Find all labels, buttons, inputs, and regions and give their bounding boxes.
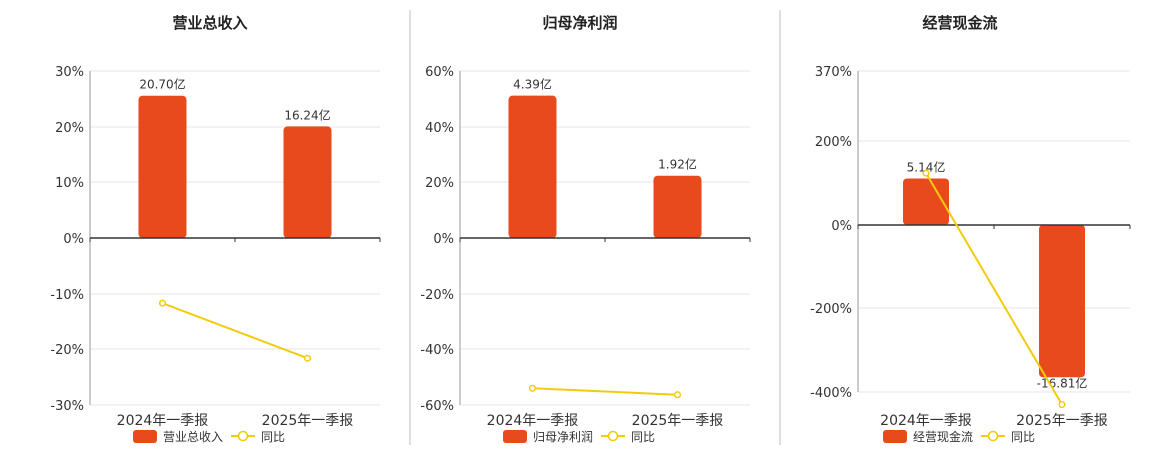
y-tick-label: 30% bbox=[55, 65, 84, 80]
legend-line-marker bbox=[237, 430, 249, 442]
y-tick-label: 200% bbox=[815, 135, 852, 150]
x-tick-label: 2025年一季报 bbox=[632, 413, 724, 429]
legend-bar-swatch bbox=[503, 430, 527, 443]
x-tick-label: 2024年一季报 bbox=[487, 413, 579, 429]
legend-line-label: 同比 bbox=[1011, 430, 1035, 444]
bar bbox=[508, 95, 557, 239]
yoy-point bbox=[673, 391, 682, 399]
y-tick-label: -10% bbox=[50, 288, 84, 303]
y-tick-label: 40% bbox=[425, 121, 454, 136]
legend-line-marker bbox=[987, 430, 999, 442]
bar-data-label: 4.39亿 bbox=[513, 77, 552, 92]
y-tick-label: 60% bbox=[425, 65, 454, 80]
y-tick-label: -20% bbox=[420, 288, 454, 303]
chart-panel-1: 营业总收入 30% 20% 10% 0% -10% -20% -30% 20.70亿 16.24亿… bbox=[50, 14, 381, 444]
chart-title: 营业总收入 bbox=[172, 14, 247, 32]
y-tick-label: -60% bbox=[420, 399, 454, 414]
y-tick-label: -40% bbox=[420, 343, 454, 358]
y-tick-label: -400% bbox=[810, 386, 852, 401]
bar bbox=[903, 178, 949, 225]
legend-bar-label: 归母净利润 bbox=[533, 430, 593, 444]
yoy-line bbox=[925, 172, 1063, 406]
chart-panel-2: 归母净利润 60% 40% 20% 0% -20% -40% -60% 4.39亿 1.92亿 20… bbox=[420, 14, 751, 444]
bar bbox=[283, 126, 332, 238]
y-tick-label: -20% bbox=[50, 343, 84, 358]
yoy-point bbox=[528, 384, 537, 392]
yoy-point bbox=[922, 169, 930, 177]
bar-data-label: 5.14亿 bbox=[907, 159, 946, 174]
x-tick-label: 2025年一季报 bbox=[262, 413, 354, 429]
y-tick-label: -200% bbox=[810, 302, 852, 317]
x-tick-label: 2024年一季报 bbox=[880, 413, 972, 429]
legend-bar-label: 营业总收入 bbox=[163, 430, 223, 444]
y-tick-label: 0% bbox=[831, 219, 852, 234]
legend-bar-label: 经营现金流 bbox=[913, 429, 973, 444]
bar bbox=[1039, 225, 1085, 378]
bar bbox=[138, 95, 187, 238]
y-tick-label: 20% bbox=[425, 176, 454, 191]
y-tick-label: 0% bbox=[433, 232, 454, 247]
chart-title: 归母净利润 bbox=[542, 14, 617, 32]
yoy-point bbox=[303, 354, 312, 362]
bar-data-label: 1.92亿 bbox=[658, 157, 697, 172]
x-tick-label: 2024年一季报 bbox=[117, 413, 209, 429]
y-tick-label: 10% bbox=[55, 176, 84, 191]
y-tick-label: 0% bbox=[63, 232, 84, 247]
y-tick-label: -30% bbox=[50, 399, 84, 414]
bar-data-label: 16.24亿 bbox=[284, 107, 330, 122]
chart-title: 经营现金流 bbox=[922, 14, 997, 32]
legend-bar-swatch bbox=[133, 430, 157, 443]
y-tick-label: 370% bbox=[815, 65, 852, 80]
yoy-point bbox=[158, 299, 167, 307]
legend-line-label: 同比 bbox=[261, 430, 285, 444]
legend-bar-swatch bbox=[883, 430, 907, 443]
x-tick-label: 2025年一季报 bbox=[1016, 413, 1108, 429]
bar-data-label: 20.70亿 bbox=[139, 77, 185, 92]
yoy-point bbox=[1058, 400, 1066, 409]
chart-panel-3: 经营现金流 370% 200% 0% -200% -400% 5.14亿 -16.81亿 202… bbox=[810, 14, 1131, 444]
legend-line-marker bbox=[607, 430, 619, 442]
y-tick-label: 20% bbox=[55, 121, 84, 136]
legend-line-label: 同比 bbox=[631, 430, 655, 444]
bar-data-label: -16.81亿 bbox=[1037, 375, 1088, 390]
yoy-line bbox=[162, 302, 308, 360]
bar bbox=[653, 175, 702, 238]
yoy-line bbox=[532, 387, 678, 396]
